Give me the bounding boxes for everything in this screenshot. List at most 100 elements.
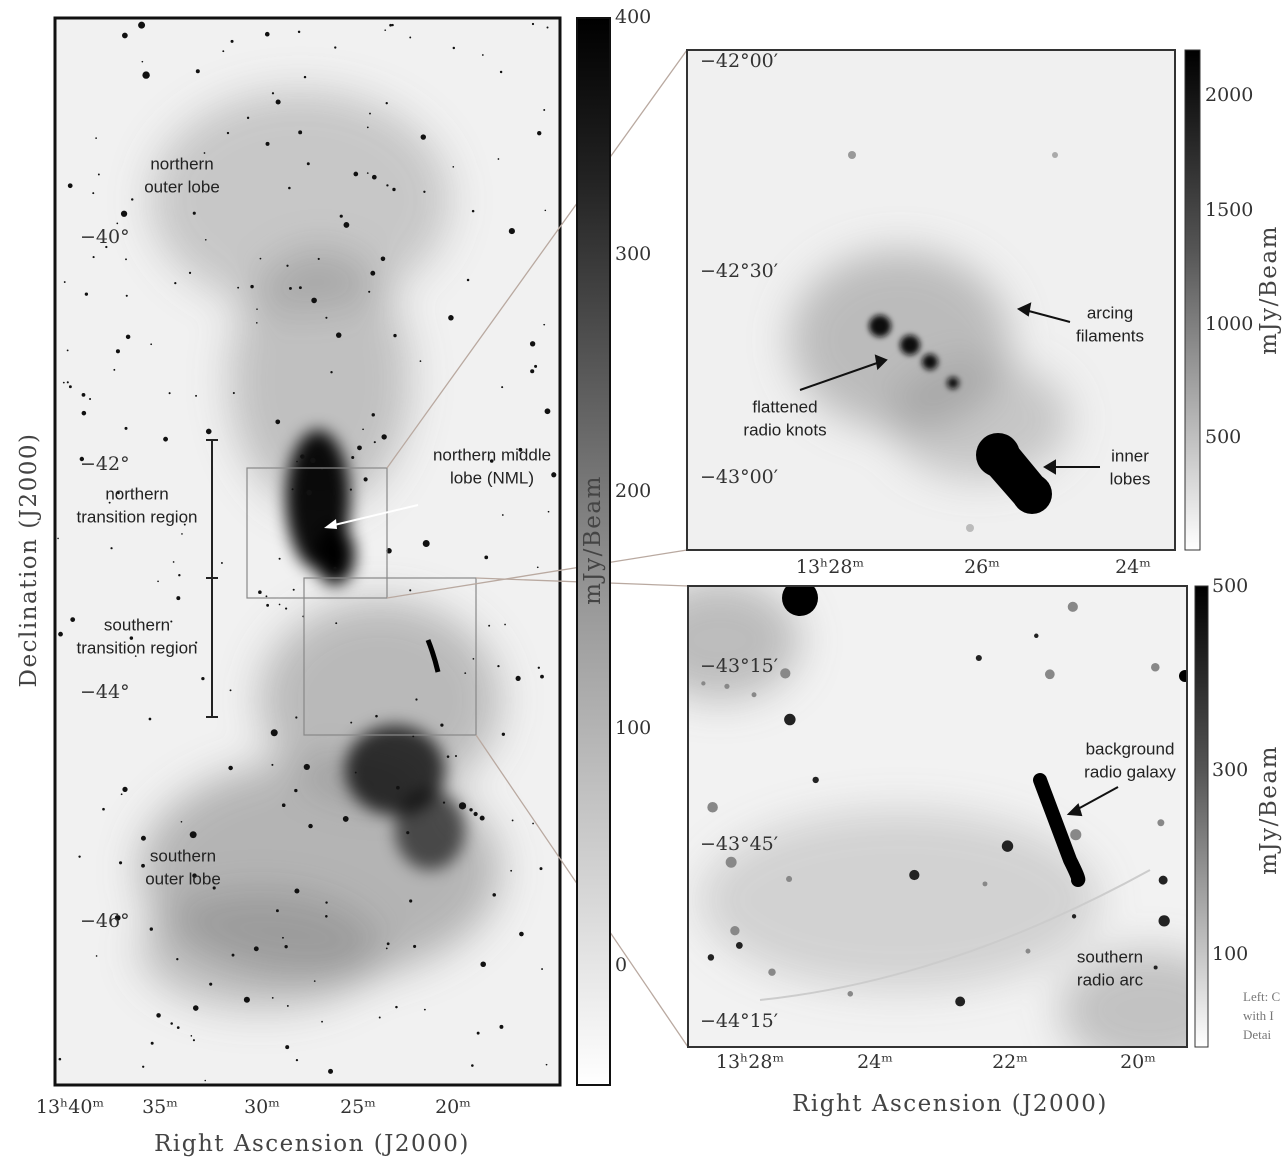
star	[141, 864, 145, 868]
star	[540, 675, 544, 679]
star	[174, 282, 176, 284]
star	[258, 590, 262, 594]
star	[340, 215, 343, 218]
star	[1070, 829, 1081, 840]
colorbar-tick-label: 1500	[1205, 199, 1253, 221]
star	[955, 997, 965, 1007]
star	[285, 607, 287, 609]
star	[551, 472, 556, 477]
annotation: northern	[150, 154, 213, 173]
star	[286, 265, 288, 267]
star	[68, 183, 73, 188]
annotation: lobes	[1110, 469, 1151, 488]
star	[384, 29, 386, 31]
star	[502, 733, 505, 736]
star	[271, 764, 273, 766]
y-tick-label: −43°15′	[700, 655, 778, 677]
star	[328, 1069, 333, 1074]
star	[149, 718, 152, 721]
star	[392, 188, 395, 191]
star	[125, 427, 128, 430]
star	[294, 789, 297, 792]
star	[191, 1035, 193, 1037]
x-tick-label: 20ᵐ	[1120, 1051, 1156, 1073]
star	[364, 477, 368, 481]
star	[299, 286, 302, 289]
star	[178, 574, 180, 576]
star	[1045, 669, 1055, 679]
star	[509, 228, 515, 234]
y-tick-label: −43°00′	[700, 466, 778, 488]
star	[1157, 819, 1164, 826]
star	[372, 413, 375, 416]
star	[909, 870, 919, 880]
star	[1151, 663, 1160, 672]
y-tick-label: −40°	[80, 226, 130, 248]
star	[93, 256, 95, 258]
star	[304, 76, 306, 78]
star	[57, 538, 59, 540]
star	[447, 755, 450, 758]
star	[151, 1042, 154, 1045]
star	[275, 419, 280, 424]
star	[122, 33, 128, 39]
star	[498, 158, 500, 160]
star	[256, 322, 258, 324]
star	[537, 566, 539, 568]
star	[500, 71, 502, 73]
star	[530, 369, 534, 373]
star	[177, 1026, 180, 1029]
star	[125, 258, 127, 260]
star	[156, 1013, 160, 1017]
star	[1068, 602, 1078, 612]
star	[237, 287, 239, 289]
star	[726, 857, 737, 868]
annotation: filaments	[1076, 326, 1144, 345]
star	[126, 335, 131, 340]
star	[142, 1066, 144, 1068]
star	[362, 428, 364, 430]
star	[406, 831, 409, 834]
star	[190, 831, 197, 838]
star	[271, 729, 278, 736]
star	[85, 293, 88, 296]
star	[459, 802, 466, 809]
star	[67, 349, 69, 351]
star	[374, 441, 376, 443]
colorbar-tick-label: 500	[1205, 426, 1241, 448]
star	[357, 445, 362, 450]
star	[534, 365, 537, 368]
star	[547, 26, 549, 28]
annotation: arcing	[1087, 303, 1133, 322]
star	[228, 766, 233, 771]
star	[265, 32, 270, 37]
star	[150, 927, 153, 930]
y-axis-label: Declination (J2000)	[16, 433, 42, 688]
star	[325, 901, 327, 903]
star	[310, 458, 316, 464]
star	[701, 681, 705, 685]
star	[276, 909, 279, 912]
star	[335, 622, 337, 624]
star	[279, 558, 281, 560]
star	[504, 624, 506, 626]
star	[452, 166, 454, 168]
bottom-right-image	[640, 580, 1240, 1070]
colorbar-label: mJy/Beam	[1256, 745, 1282, 875]
star	[294, 889, 299, 894]
caption: Left: C	[1243, 989, 1280, 1004]
star	[443, 802, 445, 804]
x-tick-label: 26ᵐ	[964, 556, 1000, 578]
star	[812, 777, 818, 783]
star	[142, 71, 149, 78]
annotation: transition region	[77, 638, 198, 657]
star	[232, 954, 235, 957]
x-tick-label: 30ᵐ	[244, 1096, 280, 1118]
star	[473, 658, 475, 660]
star	[193, 1005, 199, 1011]
star	[163, 437, 168, 442]
star	[110, 547, 112, 549]
star	[170, 1022, 173, 1025]
star	[122, 787, 127, 792]
star	[295, 716, 297, 718]
